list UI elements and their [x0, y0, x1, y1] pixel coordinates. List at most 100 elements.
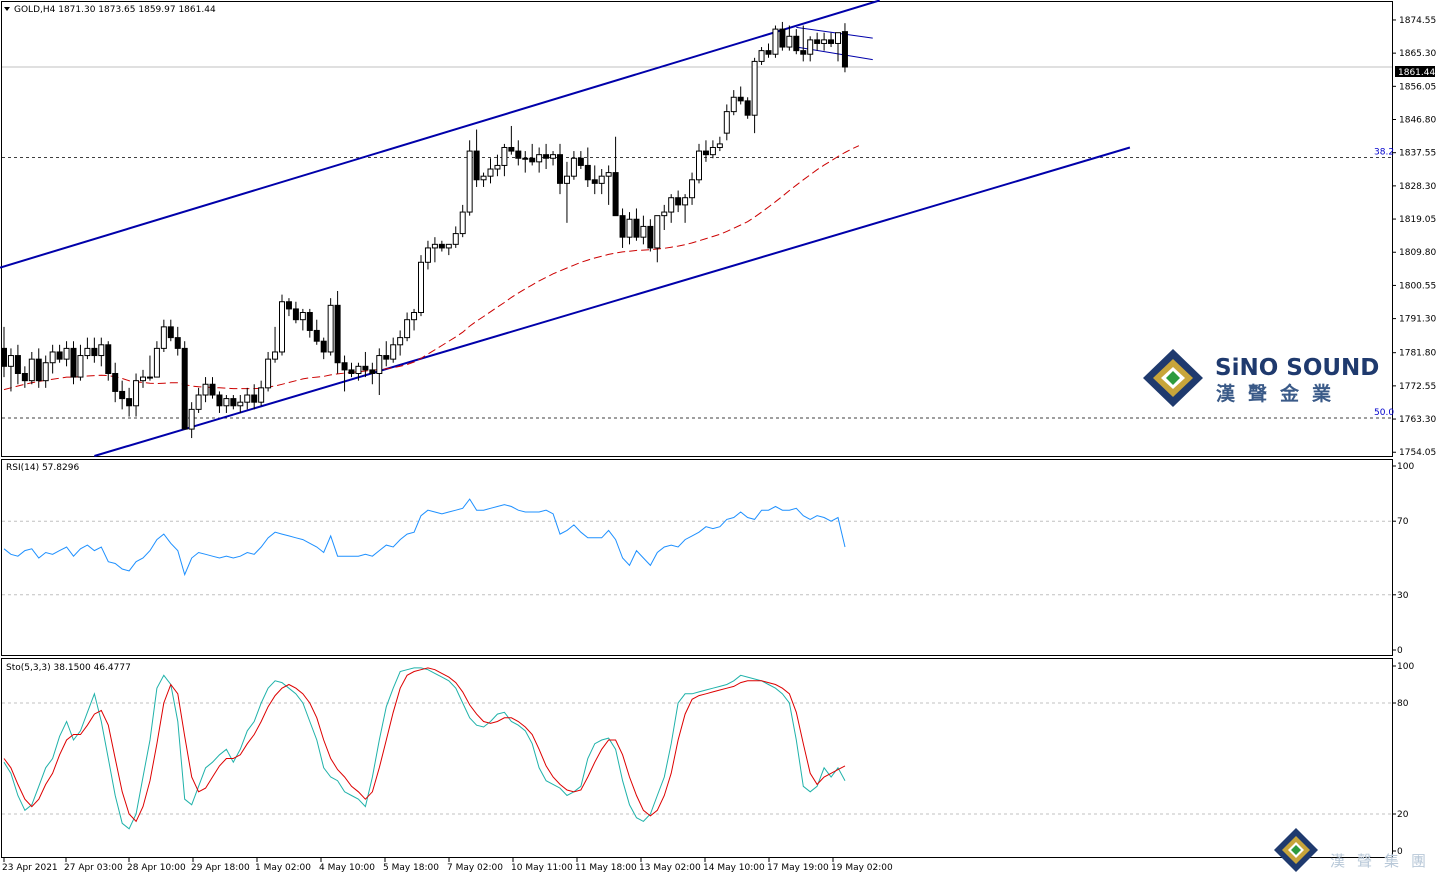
candle[interactable]	[21, 366, 28, 388]
candle[interactable]	[793, 29, 800, 55]
candle[interactable]	[751, 57, 758, 134]
candle[interactable]	[313, 319, 320, 345]
candle[interactable]	[140, 369, 146, 388]
candle[interactable]	[299, 308, 306, 331]
candle[interactable]	[181, 341, 188, 430]
price-panel[interactable]	[1, 1, 1393, 457]
candle[interactable]	[160, 319, 167, 352]
candle[interactable]	[779, 21, 786, 51]
candle[interactable]	[772, 25, 779, 58]
candle[interactable]	[404, 312, 411, 342]
candle[interactable]	[480, 172, 487, 187]
flag-upper-line[interactable]	[796, 26, 873, 39]
candle[interactable]	[702, 140, 709, 162]
candle[interactable]	[466, 140, 473, 216]
candle[interactable]	[369, 362, 376, 385]
candle[interactable]	[98, 337, 105, 367]
candle[interactable]	[244, 387, 251, 410]
candle[interactable]	[633, 208, 640, 241]
candle[interactable]	[133, 373, 140, 417]
candle[interactable]	[223, 395, 230, 413]
candle[interactable]	[501, 143, 508, 177]
candle[interactable]	[112, 362, 119, 403]
candle[interactable]	[841, 23, 848, 73]
candle[interactable]	[272, 326, 279, 363]
channel-upper-line[interactable]	[0, 0, 880, 269]
candle[interactable]	[626, 212, 633, 245]
candle[interactable]	[515, 140, 522, 166]
candle[interactable]	[230, 395, 237, 410]
candle[interactable]	[494, 154, 501, 177]
candle[interactable]	[77, 344, 84, 381]
candle[interactable]	[445, 243, 452, 256]
candle[interactable]	[591, 165, 598, 195]
candle[interactable]	[35, 348, 42, 388]
candle[interactable]	[376, 348, 383, 396]
candle[interactable]	[814, 32, 821, 51]
candle[interactable]	[383, 341, 390, 367]
candle[interactable]	[619, 208, 626, 248]
candle[interactable]	[105, 341, 112, 381]
candle[interactable]	[828, 32, 835, 48]
candle[interactable]	[306, 308, 313, 338]
candle[interactable]	[612, 136, 619, 217]
candle[interactable]	[689, 172, 696, 205]
candle[interactable]	[557, 143, 563, 195]
candle[interactable]	[334, 290, 341, 374]
candle[interactable]	[647, 219, 654, 252]
candle[interactable]	[167, 319, 174, 342]
candle[interactable]	[459, 204, 466, 238]
candle[interactable]	[91, 337, 98, 363]
candle[interactable]	[251, 384, 258, 410]
candle[interactable]	[195, 387, 202, 413]
candle[interactable]	[355, 362, 362, 381]
candle[interactable]	[682, 194, 689, 223]
stoch-panel[interactable]	[1, 658, 1393, 858]
candle[interactable]	[654, 215, 661, 263]
candle[interactable]	[362, 351, 369, 378]
candle[interactable]	[327, 298, 334, 356]
candle[interactable]	[543, 143, 550, 170]
candle[interactable]	[258, 380, 265, 406]
candle[interactable]	[835, 32, 841, 62]
candle[interactable]	[418, 255, 424, 317]
candle[interactable]	[522, 151, 529, 173]
candle[interactable]	[737, 86, 744, 105]
candle[interactable]	[188, 402, 195, 439]
candle[interactable]	[431, 237, 438, 263]
candle[interactable]	[598, 169, 605, 195]
candle[interactable]	[452, 226, 459, 248]
candle[interactable]	[487, 158, 494, 184]
candle[interactable]	[716, 136, 723, 152]
candle[interactable]	[390, 337, 397, 363]
candle[interactable]	[807, 36, 814, 62]
candle[interactable]	[730, 90, 737, 116]
candle[interactable]	[508, 125, 515, 155]
candle[interactable]	[216, 391, 223, 413]
candle[interactable]	[584, 147, 591, 187]
candle[interactable]	[744, 97, 751, 119]
candle[interactable]	[529, 143, 536, 166]
candle[interactable]	[56, 344, 63, 363]
candle[interactable]	[348, 362, 355, 378]
candle[interactable]	[7, 348, 14, 392]
chart-menu-triangle-icon[interactable]	[4, 7, 10, 11]
rsi-panel[interactable]	[1, 459, 1393, 656]
candle[interactable]	[119, 380, 126, 410]
candle[interactable]	[696, 143, 702, 184]
candle[interactable]	[536, 147, 543, 173]
candle[interactable]	[70, 341, 77, 385]
candle[interactable]	[1, 326, 7, 378]
candle[interactable]	[605, 165, 612, 205]
candle[interactable]	[14, 344, 21, 385]
candle[interactable]	[786, 25, 793, 51]
candle[interactable]	[411, 308, 418, 331]
candle[interactable]	[800, 25, 807, 62]
candle[interactable]	[265, 351, 272, 392]
candle[interactable]	[709, 140, 716, 159]
candle[interactable]	[237, 395, 244, 413]
candle[interactable]	[563, 161, 570, 223]
candle[interactable]	[174, 326, 181, 356]
candle[interactable]	[570, 151, 577, 180]
candle[interactable]	[473, 129, 480, 187]
